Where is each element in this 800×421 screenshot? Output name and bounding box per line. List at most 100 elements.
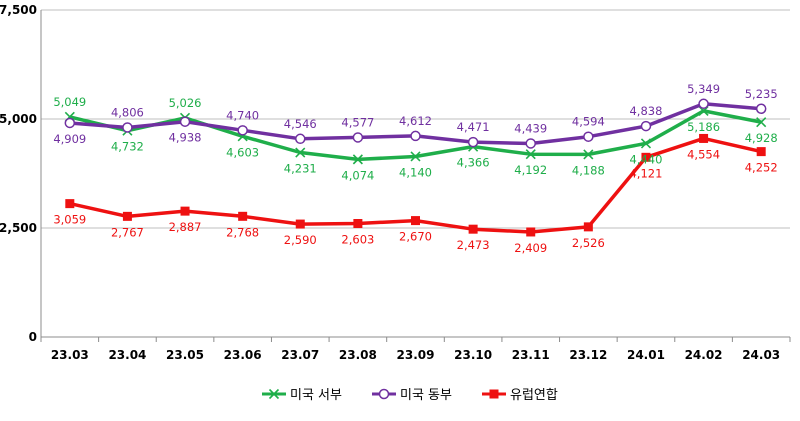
data-label: 4,554 (687, 147, 720, 161)
data-label: 5,349 (687, 82, 720, 96)
data-point (583, 149, 594, 160)
data-point (699, 133, 709, 143)
data-label: 2,590 (284, 233, 317, 247)
legend-label: 유럽연합 (510, 388, 558, 403)
x-tick-label: 23.11 (512, 348, 550, 362)
data-point (64, 117, 76, 129)
data-point (179, 116, 191, 127)
x-tick-label: 23.06 (224, 348, 262, 362)
legend-label: 미국 동부 (400, 388, 452, 403)
data-point (525, 138, 536, 149)
data-point (467, 136, 479, 148)
data-label: 3,059 (53, 213, 86, 227)
data-label: 4,471 (457, 120, 490, 134)
x-tick-label: 23.10 (454, 348, 492, 362)
data-point (295, 147, 306, 158)
y-tick-label: 5,000 (0, 112, 37, 126)
data-label: 5,186 (687, 120, 720, 134)
data-label: 4,440 (629, 152, 662, 166)
data-label: 2,887 (169, 220, 202, 234)
data-point (640, 120, 652, 132)
data-label: 4,366 (457, 156, 490, 170)
data-label: 2,409 (514, 241, 547, 255)
legend-label: 미국 서부 (290, 388, 342, 403)
data-point (698, 98, 709, 110)
data-point (122, 122, 133, 133)
series-layer (64, 98, 767, 237)
axes: 0 2,500 5,000 7,500 23.03 23.04 23.05 23.06 23.0… (0, 3, 791, 362)
x-tick-label: 24.03 (742, 348, 780, 362)
data-label: 4,806 (111, 105, 144, 119)
data-label: 4,594 (572, 115, 605, 129)
data-point (238, 211, 248, 221)
legend: 미국 서부 미국 동부 유럽연합 (262, 388, 558, 403)
legend-item: 유럽연합 (482, 388, 558, 403)
data-label: 2,767 (111, 225, 144, 239)
data-label: 4,439 (514, 121, 547, 135)
x-tick-label: 23.08 (339, 348, 377, 362)
legend-marker (378, 388, 390, 400)
data-label: 4,928 (745, 131, 778, 145)
data-label: 4,577 (341, 115, 374, 129)
data-label: 4,612 (399, 114, 432, 128)
data-point (122, 211, 132, 221)
data-label: 4,121 (629, 166, 662, 180)
y-tick-label: 7,500 (0, 3, 37, 17)
data-label: 4,074 (341, 168, 374, 182)
data-label: 4,938 (169, 131, 202, 145)
data-label: 2,603 (341, 233, 374, 247)
x-tick-label: 24.01 (627, 348, 665, 362)
data-label: 4,603 (226, 145, 259, 159)
x-tick-label: 23.04 (108, 348, 146, 362)
data-point (180, 206, 190, 216)
data-point (756, 117, 767, 128)
data-point (352, 154, 363, 165)
data-point (526, 227, 536, 237)
x-tick-label: 23.03 (51, 348, 89, 362)
x-tick-label: 23.09 (397, 348, 435, 362)
data-labels: 5,049 4,732 5,026 4,603 4,231 4,074 4,140 4,366… (53, 82, 777, 255)
data-label: 5,049 (53, 95, 86, 109)
data-label: 2,473 (457, 238, 490, 252)
data-label: 4,909 (53, 132, 86, 146)
data-point (411, 216, 420, 226)
data-point (756, 147, 766, 157)
data-point (295, 133, 306, 145)
data-point (353, 219, 363, 229)
data-label: 5,235 (745, 87, 778, 101)
legend-marker (489, 389, 499, 399)
data-label: 4,140 (399, 165, 432, 179)
data-point (640, 138, 652, 149)
legend-marker (268, 388, 280, 400)
data-point (295, 219, 305, 229)
legend-item: 미국 서부 (262, 388, 342, 403)
data-label: 4,732 (111, 140, 144, 154)
data-label: 2,526 (572, 236, 605, 250)
data-label: 4,192 (514, 163, 547, 177)
data-label: 5,026 (169, 96, 202, 110)
data-point (525, 149, 536, 160)
data-label: 4,546 (284, 117, 317, 131)
data-point (237, 125, 248, 136)
data-point (583, 131, 594, 142)
data-point (755, 103, 767, 115)
data-label: 4,252 (745, 161, 778, 175)
data-point (641, 152, 651, 162)
x-tick-label: 23.12 (569, 348, 607, 362)
x-tick-label: 23.05 (166, 348, 204, 362)
legend-item: 미국 동부 (372, 388, 452, 403)
data-point (468, 224, 478, 234)
y-tick-label: 2,500 (0, 221, 37, 235)
x-tick-label: 24.02 (685, 348, 723, 362)
data-label: 2,768 (226, 225, 259, 239)
data-label: 4,188 (572, 163, 605, 177)
x-tick-label: 23.07 (281, 348, 319, 362)
data-point (410, 151, 421, 162)
data-label: 2,670 (399, 230, 432, 244)
y-tick-label: 0 (29, 330, 37, 344)
data-point (583, 222, 593, 232)
data-label: 4,740 (226, 108, 259, 122)
data-label: 4,231 (284, 162, 317, 176)
data-point (410, 130, 421, 142)
